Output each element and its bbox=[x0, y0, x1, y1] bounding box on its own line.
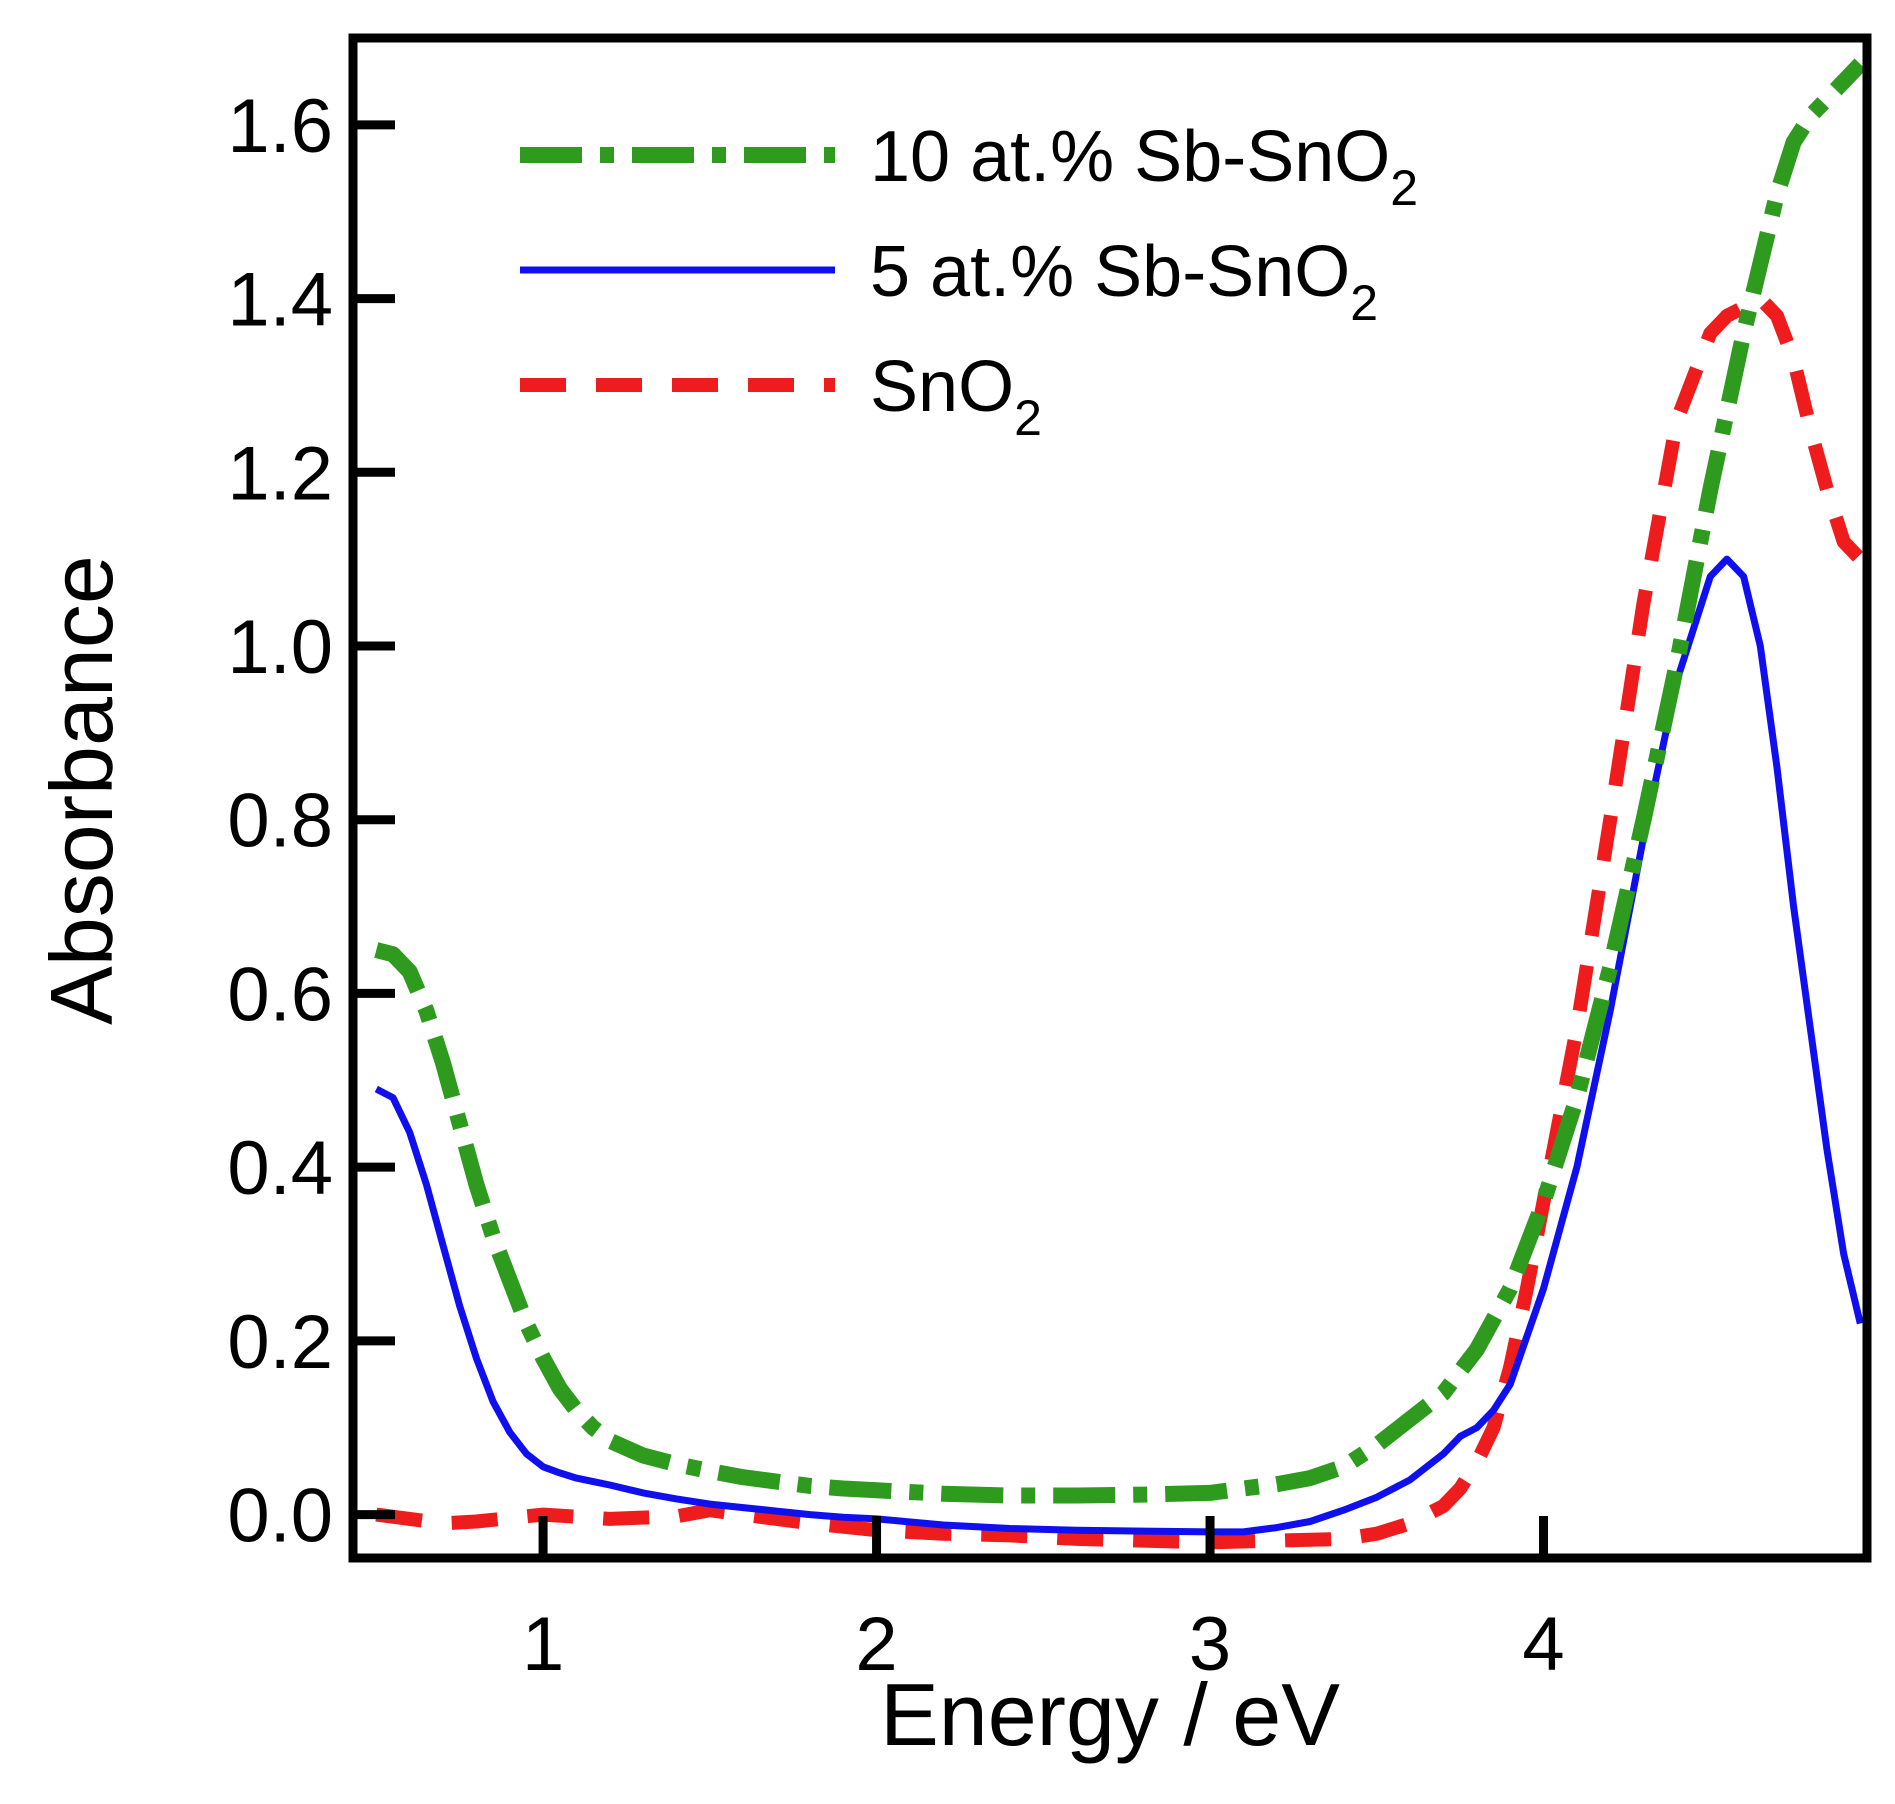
series-line-5-at-sb-sno2 bbox=[374, 555, 1864, 1536]
legend-label: 10 at.% Sb-SnO2 bbox=[870, 117, 1418, 216]
y-tick-label: 0.6 bbox=[227, 952, 333, 1037]
y-tick-label: 0.8 bbox=[227, 779, 333, 864]
x-tick-label: 1 bbox=[522, 1602, 564, 1687]
x-tick-label: 2 bbox=[855, 1602, 897, 1687]
y-tick-label: 0.4 bbox=[227, 1126, 333, 1211]
y-tick-label: 1.6 bbox=[227, 84, 333, 169]
y-tick-label: 1.2 bbox=[227, 431, 333, 516]
x-tick-label: 4 bbox=[1522, 1602, 1564, 1687]
y-tick-label: 1.0 bbox=[227, 605, 333, 690]
legend-label: SnO2 bbox=[870, 347, 1042, 446]
y-tick-label: 1.4 bbox=[227, 258, 333, 343]
y-tick-label: 0.0 bbox=[227, 1474, 333, 1559]
plot-frame bbox=[348, 33, 1872, 1563]
y-tick-label: 0.2 bbox=[227, 1300, 333, 1385]
legend: 10 at.% Sb-SnO2 5 at.% Sb-SnO2 SnO2 bbox=[520, 117, 1418, 446]
series-layer bbox=[374, 58, 1867, 1550]
series-line-10-at-sb-sno2 bbox=[374, 58, 1867, 1504]
tick-layer: 1 2 3 4 0.0 0.2 0.4 0.6 0.8 1.0 1.2 1.4 1.6 bbox=[227, 84, 1564, 1687]
x-axis-title: Energy / eV bbox=[880, 1665, 1340, 1764]
legend-label: 5 at.% Sb-SnO2 bbox=[870, 232, 1378, 331]
y-axis-title: Absorbance bbox=[32, 555, 131, 1025]
x-tick-label: 3 bbox=[1189, 1602, 1231, 1687]
